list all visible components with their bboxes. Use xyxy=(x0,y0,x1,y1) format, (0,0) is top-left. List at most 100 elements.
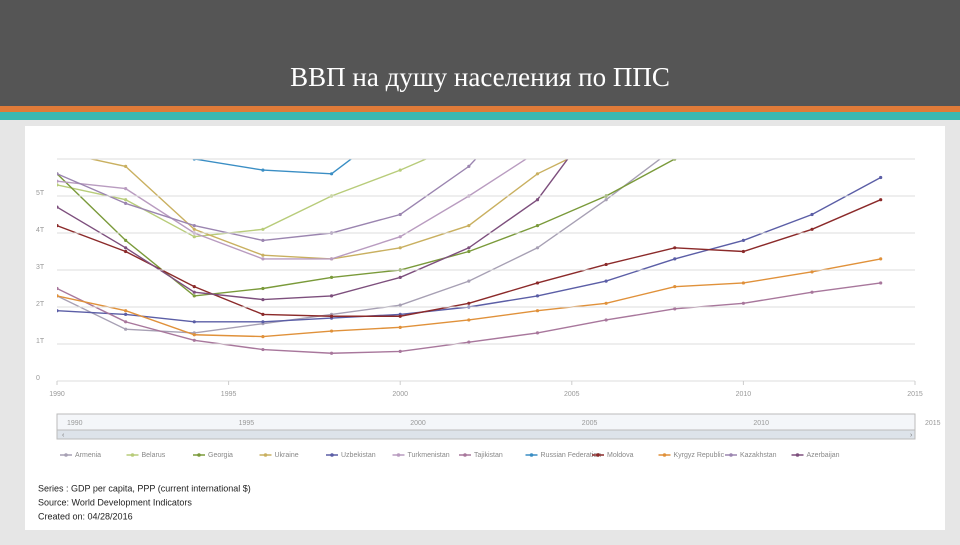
x-tick-label: 2005 xyxy=(564,391,580,398)
point xyxy=(124,320,128,324)
point xyxy=(261,257,265,261)
point xyxy=(261,335,265,339)
x-tick-label: 2015 xyxy=(907,391,923,398)
point xyxy=(398,349,402,353)
point xyxy=(124,164,128,168)
point xyxy=(741,301,746,305)
point xyxy=(124,238,128,242)
point xyxy=(810,212,814,217)
point xyxy=(57,224,59,228)
legend-dot xyxy=(396,453,401,457)
point xyxy=(329,257,334,261)
navigator-label: 2015 xyxy=(925,420,941,427)
point xyxy=(57,309,59,313)
point xyxy=(261,227,265,231)
navigator xyxy=(56,413,916,431)
point xyxy=(261,253,265,257)
point xyxy=(398,212,402,217)
legend-dot xyxy=(130,453,135,457)
legend-dot xyxy=(64,453,68,457)
point xyxy=(192,338,196,342)
point xyxy=(673,285,677,289)
point xyxy=(398,325,402,329)
point xyxy=(673,257,677,261)
legend-label: Armenia xyxy=(75,452,101,459)
point xyxy=(673,307,677,311)
point xyxy=(398,303,402,307)
point xyxy=(192,224,196,228)
navigator-label: 2000 xyxy=(410,420,426,427)
point xyxy=(261,238,265,242)
legend-dot xyxy=(729,453,733,457)
point xyxy=(124,198,128,202)
point xyxy=(57,179,59,183)
point xyxy=(261,286,265,291)
point xyxy=(261,320,265,324)
y-tick-label: 5T xyxy=(36,190,45,197)
point xyxy=(329,172,334,176)
scrollbar xyxy=(56,429,916,440)
y-tick-label: 0 xyxy=(36,375,40,382)
point xyxy=(810,290,814,294)
point xyxy=(192,290,196,294)
point xyxy=(124,309,128,313)
point xyxy=(57,286,59,291)
point xyxy=(810,270,814,274)
chart-panel xyxy=(25,126,945,530)
point xyxy=(741,281,746,285)
point xyxy=(604,301,608,305)
point xyxy=(124,187,128,191)
point xyxy=(261,298,265,302)
scroll-arrow: ‹ xyxy=(62,432,65,439)
y-tick-label: 2T xyxy=(36,301,45,308)
legend-label: Tajikistan xyxy=(474,452,503,459)
point xyxy=(535,172,540,176)
y-tick-label: 4T xyxy=(36,227,45,234)
legend-label: Turkmenistan xyxy=(408,452,450,459)
legend-label: Belarus xyxy=(142,452,166,459)
point xyxy=(57,172,59,176)
orange-stripe xyxy=(0,106,960,112)
legend-label: Kyrgyz Republic xyxy=(674,452,725,459)
legend-label: Russian Federation xyxy=(541,452,602,459)
point xyxy=(879,198,883,202)
point xyxy=(124,201,128,205)
point xyxy=(535,224,540,228)
point xyxy=(329,294,334,298)
point xyxy=(399,120,402,123)
point xyxy=(57,183,59,187)
point xyxy=(124,312,128,316)
point xyxy=(467,318,471,322)
point xyxy=(192,333,196,337)
footer-line: Source: World Development Indicators xyxy=(38,497,192,507)
point xyxy=(810,227,814,231)
point xyxy=(604,262,608,267)
point xyxy=(192,285,196,289)
point xyxy=(261,168,265,172)
legend-dot xyxy=(330,453,334,457)
point xyxy=(398,235,402,239)
legend-label: Moldova xyxy=(607,452,634,459)
y-tick-label: 1T xyxy=(36,338,45,345)
point xyxy=(741,249,746,254)
point xyxy=(192,320,196,324)
x-tick-label: 1990 xyxy=(49,391,65,398)
point xyxy=(535,246,540,250)
navigator-label: 2010 xyxy=(753,420,769,427)
legend-label: Ukraine xyxy=(275,452,299,459)
point xyxy=(261,312,265,316)
x-tick-label: 1995 xyxy=(221,391,237,398)
point xyxy=(604,318,608,322)
point xyxy=(879,257,883,261)
point xyxy=(467,249,471,254)
point xyxy=(398,275,402,279)
point xyxy=(124,327,128,331)
point xyxy=(673,246,677,250)
point xyxy=(124,249,128,254)
point xyxy=(879,281,883,285)
legend-dot xyxy=(662,453,667,457)
scroll-arrow: › xyxy=(910,432,913,439)
navigator-label: 1990 xyxy=(67,420,83,427)
point xyxy=(57,205,59,209)
